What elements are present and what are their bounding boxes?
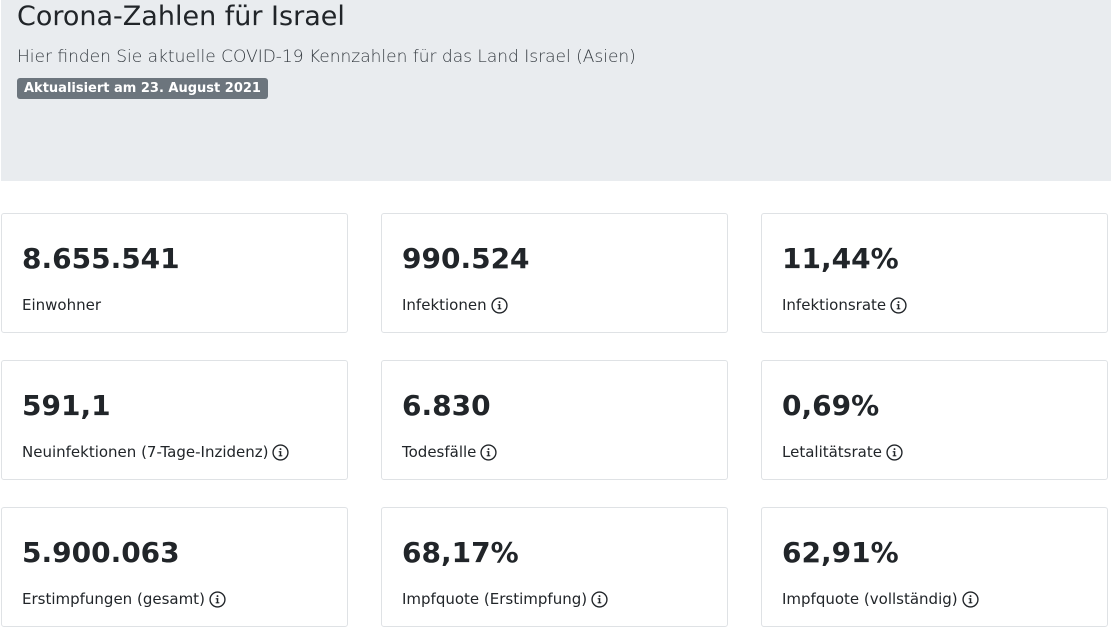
header-banner: Corona-Zahlen für Israel Hier finden Sie…: [1, 0, 1111, 181]
stat-card-erstimpfungen: 5.900.063 Erstimpfungen (gesamt): [1, 507, 348, 627]
stat-card-impfquote-vollstaendig: 62,91% Impfquote (vollständig): [761, 507, 1108, 627]
stat-label-wrapper: Erstimpfungen (gesamt): [22, 588, 226, 610]
stat-label: Infektionsrate: [782, 296, 887, 314]
stat-label-wrapper: Letalitätsrate: [782, 441, 903, 463]
stat-card-infektionen: 990.524 Infektionen: [381, 213, 728, 333]
stat-card-einwohner: 8.655.541 Einwohner: [1, 213, 348, 333]
stat-value: 990.524: [402, 242, 530, 275]
stat-card-impfquote-erstimpfung: 68,17% Impfquote (Erstimpfung): [381, 507, 728, 627]
stat-value: 68,17%: [402, 536, 519, 569]
stat-label-wrapper: Infektionen: [402, 294, 508, 316]
page-title: Corona-Zahlen für Israel: [17, 1, 345, 32]
stat-label: Impfquote (Erstimpfung): [402, 590, 588, 608]
info-circle-icon[interactable]: [961, 590, 979, 608]
stat-value: 5.900.063: [22, 536, 180, 569]
info-circle-icon[interactable]: [886, 443, 903, 461]
stat-card-letalitaetsrate: 0,69% Letalitätsrate: [761, 360, 1108, 480]
info-circle-icon[interactable]: [209, 590, 226, 608]
page-subtitle: Hier finden Sie aktuelle COVID-19 Kennza…: [17, 47, 636, 67]
stat-label-wrapper: Infektionsrate: [782, 294, 907, 316]
stat-value: 6.830: [402, 389, 491, 422]
stat-label: Todesfälle: [402, 443, 477, 461]
stat-label: Infektionen: [402, 296, 487, 314]
stat-value: 591,1: [22, 389, 111, 422]
updated-badge: Aktualisiert am 23. August 2021: [17, 78, 268, 99]
stat-label: Erstimpfungen (gesamt): [22, 590, 205, 608]
stat-card-neuinfektionen: 591,1 Neuinfektionen (7-Tage-Inzidenz): [1, 360, 348, 480]
stat-label-wrapper: Impfquote (Erstimpfung): [402, 588, 608, 610]
stat-label: Impfquote (vollständig): [782, 590, 958, 608]
info-circle-icon[interactable]: [591, 590, 608, 608]
stat-value: 11,44%: [782, 242, 899, 275]
stat-label: Letalitätsrate: [782, 443, 882, 461]
stat-value: 0,69%: [782, 389, 880, 422]
info-circle-icon[interactable]: [490, 296, 508, 314]
info-circle-icon[interactable]: [480, 443, 498, 461]
stat-card-todesfaelle: 6.830 Todesfälle: [381, 360, 728, 480]
info-circle-icon[interactable]: [272, 443, 290, 461]
stat-label: Neuinfektionen (7-Tage-Inzidenz): [22, 443, 269, 461]
stat-label-wrapper: Todesfälle: [402, 441, 498, 463]
stat-label-wrapper: Impfquote (vollständig): [782, 588, 979, 610]
stat-value: 62,91%: [782, 536, 899, 569]
stat-label: Einwohner: [22, 296, 102, 314]
info-circle-icon[interactable]: [890, 296, 907, 314]
stat-value: 8.655.541: [22, 242, 180, 275]
stat-label-wrapper: Neuinfektionen (7-Tage-Inzidenz): [22, 441, 290, 463]
stat-label-wrapper: Einwohner: [22, 294, 101, 316]
stat-card-infektionsrate: 11,44% Infektionsrate: [761, 213, 1108, 333]
